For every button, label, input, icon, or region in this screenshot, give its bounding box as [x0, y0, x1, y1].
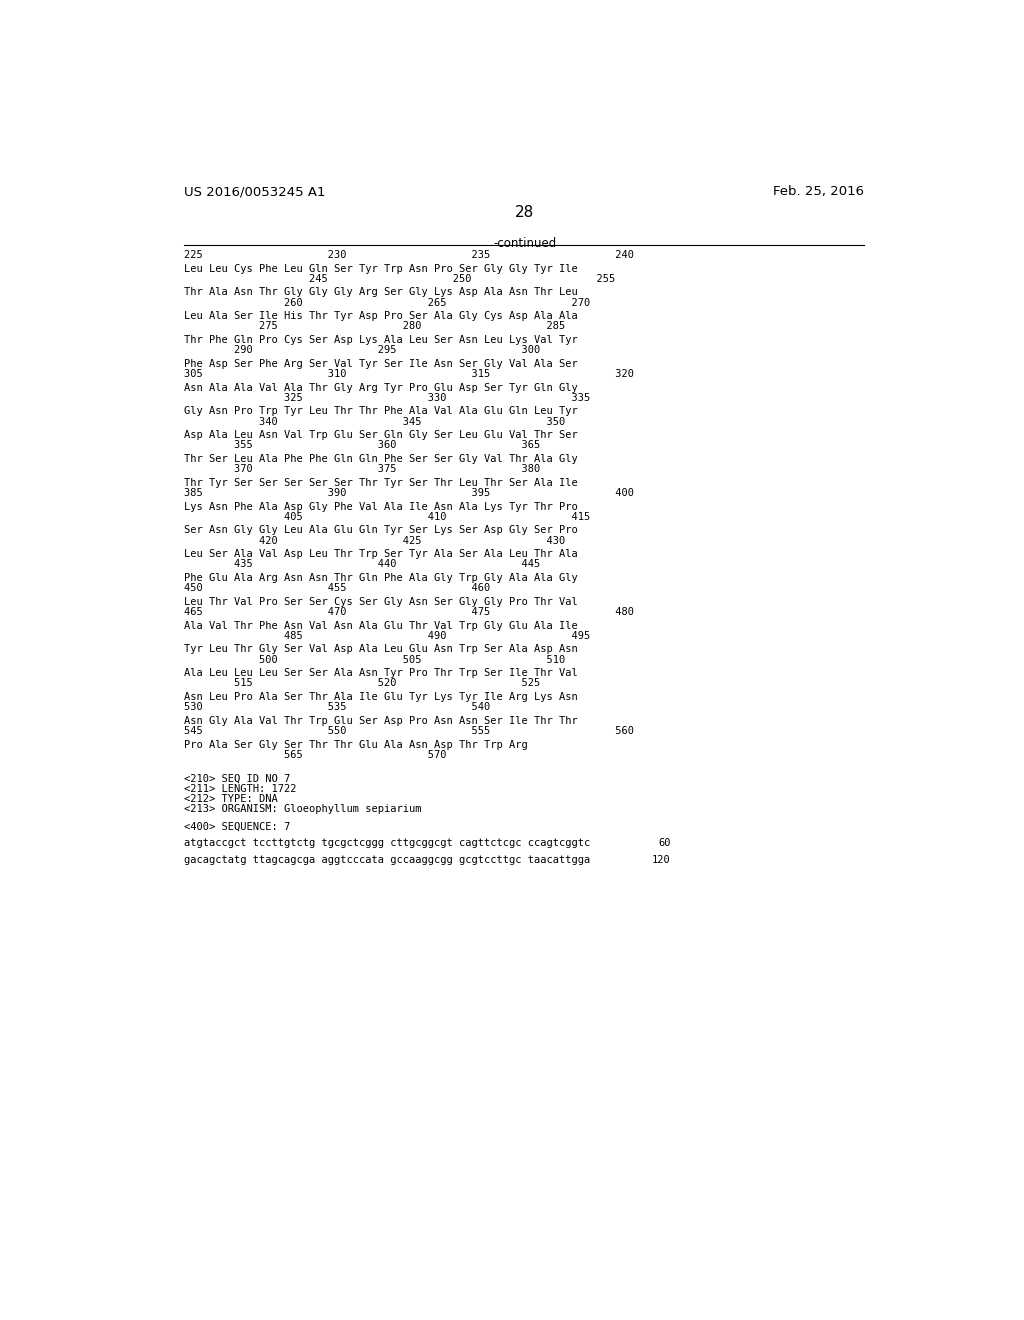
Text: Lys Asn Phe Ala Asp Gly Phe Val Ala Ile Asn Ala Lys Tyr Thr Pro: Lys Asn Phe Ala Asp Gly Phe Val Ala Ile …: [183, 502, 578, 512]
Text: 500                    505                    510: 500 505 510: [183, 655, 565, 664]
Text: -continued: -continued: [494, 238, 556, 249]
Text: 435                    440                    445: 435 440 445: [183, 560, 540, 569]
Text: <210> SEQ ID NO 7: <210> SEQ ID NO 7: [183, 774, 290, 784]
Text: Thr Tyr Ser Ser Ser Ser Ser Thr Tyr Ser Thr Leu Thr Ser Ala Ile: Thr Tyr Ser Ser Ser Ser Ser Thr Tyr Ser …: [183, 478, 578, 488]
Text: Thr Phe Gln Pro Cys Ser Asp Lys Ala Leu Ser Asn Leu Lys Val Tyr: Thr Phe Gln Pro Cys Ser Asp Lys Ala Leu …: [183, 335, 578, 345]
Text: 405                    410                    415: 405 410 415: [183, 512, 590, 521]
Text: Phe Glu Ala Arg Asn Asn Thr Gln Phe Ala Gly Trp Gly Ala Ala Gly: Phe Glu Ala Arg Asn Asn Thr Gln Phe Ala …: [183, 573, 578, 583]
Text: Ala Leu Leu Leu Ser Ser Ala Asn Tyr Pro Thr Trp Ser Ile Thr Val: Ala Leu Leu Leu Ser Ser Ala Asn Tyr Pro …: [183, 668, 578, 678]
Text: 28: 28: [515, 205, 535, 219]
Text: Ala Val Thr Phe Asn Val Asn Ala Glu Thr Val Trp Gly Glu Ala Ile: Ala Val Thr Phe Asn Val Asn Ala Glu Thr …: [183, 620, 578, 631]
Text: <211> LENGTH: 1722: <211> LENGTH: 1722: [183, 784, 296, 793]
Text: 385                    390                    395                    400: 385 390 395 400: [183, 488, 634, 498]
Text: Phe Asp Ser Phe Arg Ser Val Tyr Ser Ile Asn Ser Gly Val Ala Ser: Phe Asp Ser Phe Arg Ser Val Tyr Ser Ile …: [183, 359, 578, 368]
Text: Ser Asn Gly Gly Leu Ala Glu Gln Tyr Ser Lys Ser Asp Gly Ser Pro: Ser Asn Gly Gly Leu Ala Glu Gln Tyr Ser …: [183, 525, 578, 536]
Text: 245                    250                    255: 245 250 255: [183, 273, 615, 284]
Text: Asp Ala Leu Asn Val Trp Glu Ser Gln Gly Ser Leu Glu Val Thr Ser: Asp Ala Leu Asn Val Trp Glu Ser Gln Gly …: [183, 430, 578, 440]
Text: 120: 120: [651, 855, 671, 866]
Text: 290                    295                    300: 290 295 300: [183, 346, 540, 355]
Text: Asn Ala Ala Val Ala Thr Gly Arg Tyr Pro Glu Asp Ser Tyr Gln Gly: Asn Ala Ala Val Ala Thr Gly Arg Tyr Pro …: [183, 383, 578, 392]
Text: gacagctatg ttagcagcga aggtcccata gccaaggcgg gcgtccttgc taacattgga: gacagctatg ttagcagcga aggtcccata gccaagg…: [183, 855, 590, 866]
Text: 530                    535                    540: 530 535 540: [183, 702, 490, 711]
Text: US 2016/0053245 A1: US 2016/0053245 A1: [183, 185, 326, 198]
Text: atgtaccgct tccttgtctg tgcgctcggg cttgcggcgt cagttctcgc ccagtcggtc: atgtaccgct tccttgtctg tgcgctcggg cttgcgg…: [183, 838, 590, 849]
Text: 420                    425                    430: 420 425 430: [183, 536, 565, 545]
Text: <213> ORGANISM: Gloeophyllum sepiarium: <213> ORGANISM: Gloeophyllum sepiarium: [183, 804, 421, 814]
Text: Feb. 25, 2016: Feb. 25, 2016: [773, 185, 864, 198]
Text: 545                    550                    555                    560: 545 550 555 560: [183, 726, 634, 735]
Text: <400> SEQUENCE: 7: <400> SEQUENCE: 7: [183, 821, 290, 832]
Text: Tyr Leu Thr Gly Ser Val Asp Ala Leu Glu Asn Trp Ser Ala Asp Asn: Tyr Leu Thr Gly Ser Val Asp Ala Leu Glu …: [183, 644, 578, 655]
Text: 370                    375                    380: 370 375 380: [183, 465, 540, 474]
Text: 485                    490                    495: 485 490 495: [183, 631, 590, 640]
Text: 565                    570: 565 570: [183, 750, 446, 760]
Text: 465                    470                    475                    480: 465 470 475 480: [183, 607, 634, 616]
Text: Asn Gly Ala Val Thr Trp Glu Ser Asp Pro Asn Asn Ser Ile Thr Thr: Asn Gly Ala Val Thr Trp Glu Ser Asp Pro …: [183, 715, 578, 726]
Text: Leu Ala Ser Ile His Thr Tyr Asp Pro Ser Ala Gly Cys Asp Ala Ala: Leu Ala Ser Ile His Thr Tyr Asp Pro Ser …: [183, 312, 578, 321]
Text: <212> TYPE: DNA: <212> TYPE: DNA: [183, 795, 278, 804]
Text: 515                    520                    525: 515 520 525: [183, 678, 540, 688]
Text: 225                    230                    235                    240: 225 230 235 240: [183, 249, 634, 260]
Text: 260                    265                    270: 260 265 270: [183, 297, 590, 308]
Text: 275                    280                    285: 275 280 285: [183, 321, 565, 331]
Text: 355                    360                    365: 355 360 365: [183, 441, 540, 450]
Text: 450                    455                    460: 450 455 460: [183, 583, 490, 593]
Text: Thr Ala Asn Thr Gly Gly Gly Arg Ser Gly Lys Asp Ala Asn Thr Leu: Thr Ala Asn Thr Gly Gly Gly Arg Ser Gly …: [183, 288, 578, 297]
Text: Pro Ala Ser Gly Ser Thr Thr Glu Ala Asn Asp Thr Trp Arg: Pro Ala Ser Gly Ser Thr Thr Glu Ala Asn …: [183, 739, 527, 750]
Text: Leu Leu Cys Phe Leu Gln Ser Tyr Trp Asn Pro Ser Gly Gly Tyr Ile: Leu Leu Cys Phe Leu Gln Ser Tyr Trp Asn …: [183, 264, 578, 273]
Text: 305                    310                    315                    320: 305 310 315 320: [183, 370, 634, 379]
Text: 325                    330                    335: 325 330 335: [183, 393, 590, 403]
Text: Leu Thr Val Pro Ser Ser Cys Ser Gly Asn Ser Gly Gly Pro Thr Val: Leu Thr Val Pro Ser Ser Cys Ser Gly Asn …: [183, 597, 578, 607]
Text: Thr Ser Leu Ala Phe Phe Gln Gln Phe Ser Ser Gly Val Thr Ala Gly: Thr Ser Leu Ala Phe Phe Gln Gln Phe Ser …: [183, 454, 578, 465]
Text: 340                    345                    350: 340 345 350: [183, 417, 565, 426]
Text: Asn Leu Pro Ala Ser Thr Ala Ile Glu Tyr Lys Tyr Ile Arg Lys Asn: Asn Leu Pro Ala Ser Thr Ala Ile Glu Tyr …: [183, 692, 578, 702]
Text: 60: 60: [658, 838, 671, 849]
Text: Gly Asn Pro Trp Tyr Leu Thr Thr Phe Ala Val Ala Glu Gln Leu Tyr: Gly Asn Pro Trp Tyr Leu Thr Thr Phe Ala …: [183, 407, 578, 416]
Text: Leu Ser Ala Val Asp Leu Thr Trp Ser Tyr Ala Ser Ala Leu Thr Ala: Leu Ser Ala Val Asp Leu Thr Trp Ser Tyr …: [183, 549, 578, 560]
